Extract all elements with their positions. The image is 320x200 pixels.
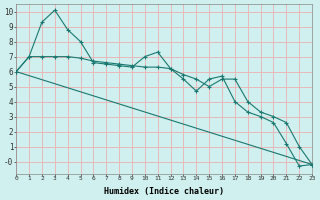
X-axis label: Humidex (Indice chaleur): Humidex (Indice chaleur): [104, 187, 224, 196]
